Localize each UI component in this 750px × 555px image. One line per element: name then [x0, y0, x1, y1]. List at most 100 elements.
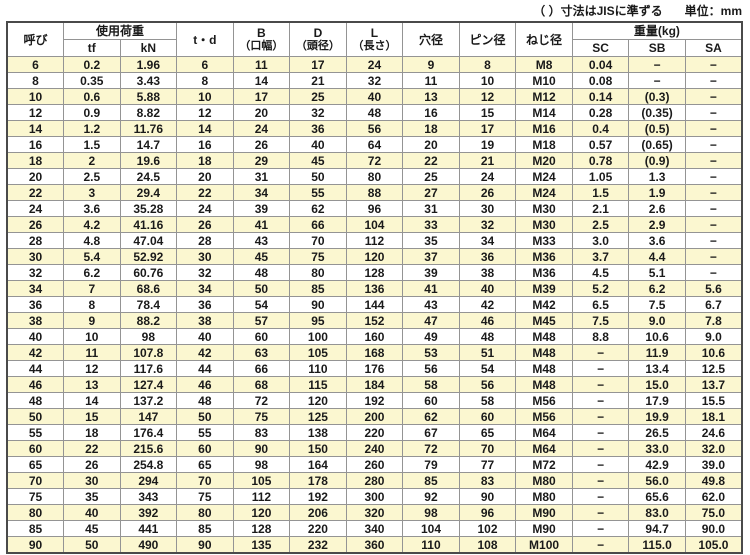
table-cell: 128: [345, 264, 404, 281]
table-cell: 2.5: [571, 216, 630, 233]
table-cell: 16: [176, 136, 234, 153]
table-cell: 164: [289, 456, 347, 473]
table-cell: M48: [515, 360, 573, 377]
table-cell: −: [571, 344, 630, 361]
table-note-line: （ ）寸法はJISに準ずる 単位：mm: [0, 0, 750, 21]
table-cell: 102: [458, 520, 517, 537]
table-cell: M36: [515, 248, 573, 265]
table-cell: (0.9): [628, 152, 686, 169]
col-header-l-length: L （長さ）: [345, 21, 404, 57]
table-cell: (0.3): [628, 88, 686, 105]
table-cell: 5.88: [119, 88, 178, 105]
table-cell: 160: [345, 328, 404, 345]
table-row: 90 50 490 90 135 232 360 110 108 M100−115.0 105.0: [6, 536, 743, 554]
table-cell: 57: [232, 312, 291, 329]
table-cell: −: [684, 184, 743, 201]
table-cell: 17: [458, 120, 517, 137]
table-cell: 4.8: [63, 232, 121, 249]
table-cell: M90: [515, 520, 573, 537]
table-cell: 46: [6, 376, 65, 393]
table-cell: 176.4: [119, 424, 178, 441]
table-cell: −: [571, 504, 630, 521]
table-cell: 10: [458, 72, 517, 89]
table-row: 46 13 127.4 46 68 115 184 58 56 M48−15.0 13.7: [6, 376, 743, 393]
table-cell: 192: [289, 488, 347, 505]
col-header-tf: tf: [63, 39, 121, 57]
table-cell: M48: [515, 344, 573, 361]
table-cell: 68.6: [119, 280, 178, 297]
table-cell: 34: [176, 280, 234, 297]
table-cell: 300: [345, 488, 404, 505]
table-cell: 98: [402, 504, 460, 521]
table-cell: 48: [345, 104, 404, 121]
table-cell: 28: [6, 232, 65, 249]
table-cell: 24: [176, 200, 234, 217]
table-cell: 8.82: [119, 104, 178, 121]
table-cell: −: [571, 520, 630, 537]
table-cell: 13.4: [628, 360, 686, 377]
table-cell: 6.5: [571, 296, 630, 313]
table-cell: 14: [6, 120, 65, 137]
table-cell: −: [684, 232, 743, 249]
table-cell: 62.0: [684, 488, 743, 505]
table-cell: 20: [176, 168, 234, 185]
table-cell: 5.4: [63, 248, 121, 265]
table-cell: 72: [232, 392, 291, 409]
table-cell: 43: [402, 296, 460, 313]
table-cell: 18: [63, 424, 121, 441]
table-cell: 83: [458, 472, 517, 489]
table-cell: 7.5: [628, 296, 686, 313]
table-cell: 60: [232, 328, 291, 345]
table-cell: 67: [402, 424, 460, 441]
spec-table: 呼び 使用荷重 t・d B （口幅） D （頭径） L （長さ） 穴径 ピン径 …: [6, 21, 743, 554]
table-cell: 60: [402, 392, 460, 409]
table-cell: 20: [6, 168, 65, 185]
table-cell: 21: [458, 152, 517, 169]
table-cell: 32.0: [684, 440, 743, 457]
table-cell: 24: [458, 168, 517, 185]
table-cell: 90: [176, 536, 234, 554]
table-cell: 50: [232, 280, 291, 297]
table-cell: M14: [515, 104, 573, 121]
spec-table-body: 6 0.2 1.96 6 11 17 24 9 8 M8 0.04− −8 0.35 3.43 8 14 21 3…: [6, 56, 743, 554]
table-cell: 20: [402, 136, 460, 153]
table-row: 18 2 19.6 18 29 45 72 22 21 M20 0.78 (0.9) −: [6, 152, 743, 169]
table-cell: 32: [176, 264, 234, 281]
table-cell: 2.5: [63, 168, 121, 185]
table-cell: 70: [289, 232, 347, 249]
table-cell: 54: [232, 296, 291, 313]
table-cell: M48: [515, 376, 573, 393]
table-cell: 104: [345, 216, 404, 233]
table-cell: 6: [176, 56, 234, 73]
table-cell: 21: [289, 72, 347, 89]
table-cell: −: [684, 72, 743, 89]
table-cell: 108: [458, 536, 517, 554]
col-header-sc: SC: [571, 39, 630, 57]
table-cell: 56.0: [628, 472, 686, 489]
table-cell: 44: [6, 360, 65, 377]
table-cell: 65: [458, 424, 517, 441]
table-cell: 32: [6, 264, 65, 281]
table-row: 80 40 392 80 120 206 320 98 96 M90−83.0 75.0: [6, 504, 743, 521]
table-cell: 56: [458, 376, 517, 393]
table-cell: 56: [402, 360, 460, 377]
table-cell: 34: [6, 280, 65, 297]
table-cell: 80: [289, 264, 347, 281]
table-cell: 24.5: [119, 168, 178, 185]
table-cell: 40: [345, 88, 404, 105]
table-cell: −: [571, 376, 630, 393]
table-cell: M24: [515, 168, 573, 185]
table-cell: 38: [458, 264, 517, 281]
table-cell: 48: [232, 264, 291, 281]
table-cell: 115: [289, 376, 347, 393]
table-cell: 3.6: [628, 232, 686, 249]
table-cell: 5.1: [628, 264, 686, 281]
table-cell: 39: [232, 200, 291, 217]
table-cell: M90: [515, 504, 573, 521]
table-cell: 10: [6, 88, 65, 105]
table-cell: −: [684, 168, 743, 185]
table-cell: 40: [176, 328, 234, 345]
table-cell: 65: [176, 456, 234, 473]
table-row: 70 30 294 70 105 178 280 85 83 M80−56.0 49.8: [6, 472, 743, 489]
col-header-l-main: L: [370, 25, 379, 40]
